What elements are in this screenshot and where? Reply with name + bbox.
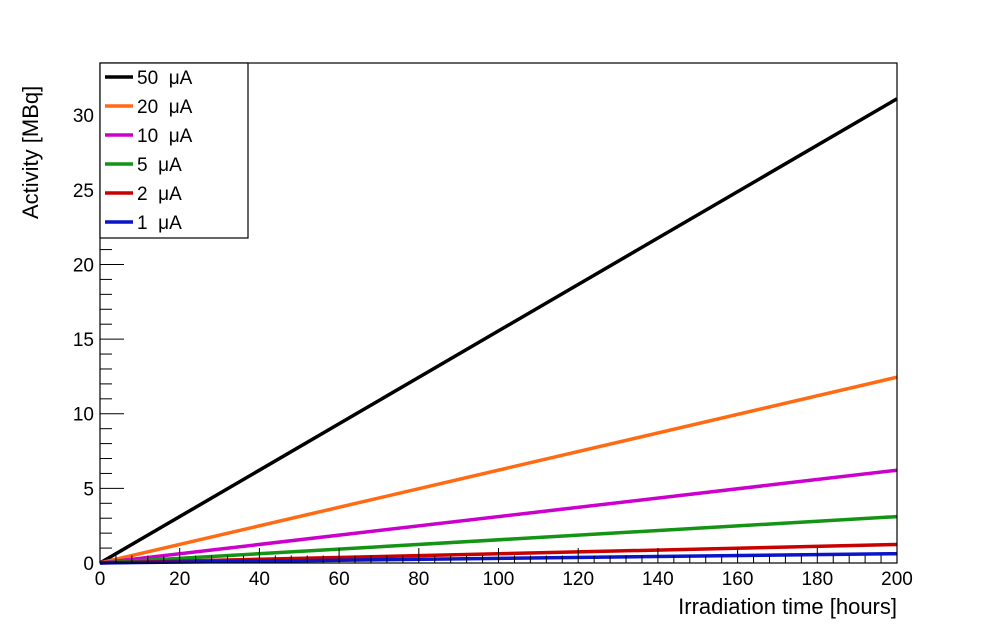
x-tick-label: 140 <box>642 569 674 590</box>
x-tick-label: 160 <box>722 569 754 590</box>
x-tick-label: 180 <box>801 569 833 590</box>
legend-label: 2 μA <box>137 184 182 205</box>
y-tick-label: 25 <box>73 181 94 202</box>
x-tick-label: 60 <box>329 569 350 590</box>
x-axis-tick-labels: 0 20 40 60 80 100 120 140 160 180 200 <box>95 569 913 590</box>
y-tick-label: 5 <box>83 479 94 500</box>
x-axis-ticks <box>99 548 898 563</box>
y-tick-label: 15 <box>73 330 94 351</box>
legend: 50 μA 20 μA 10 μA 5 μA 2 μA 1 μA <box>99 62 249 239</box>
legend-label: 10 μA <box>137 126 193 147</box>
x-tick-label: 100 <box>483 569 515 590</box>
y-axis-title: Activity [MBq] <box>18 86 43 219</box>
y-tick-label: 10 <box>73 405 94 426</box>
x-tick-label: 200 <box>881 569 913 590</box>
y-tick-label: 30 <box>73 106 94 127</box>
legend-label: 1 μA <box>137 213 182 234</box>
series-line <box>99 468 898 565</box>
x-tick-label: 40 <box>249 569 270 590</box>
legend-label: 50 μA <box>137 68 193 89</box>
series-line <box>99 514 898 565</box>
x-tick-label: 120 <box>562 569 594 590</box>
legend-box <box>99 62 249 239</box>
series-line <box>99 375 898 565</box>
legend-label: 5 μA <box>137 155 182 176</box>
x-tick-label: 0 <box>95 569 106 590</box>
x-tick-label: 80 <box>408 569 429 590</box>
series-line <box>99 97 898 565</box>
legend-label: 20 μA <box>137 97 193 118</box>
y-tick-label: 20 <box>73 255 94 276</box>
y-axis-tick-labels: 0 5 10 15 20 25 30 <box>73 106 94 575</box>
y-tick-label: 0 <box>83 554 94 575</box>
x-tick-label: 20 <box>169 569 190 590</box>
x-axis-title: Irradiation time [hours] <box>678 594 897 619</box>
